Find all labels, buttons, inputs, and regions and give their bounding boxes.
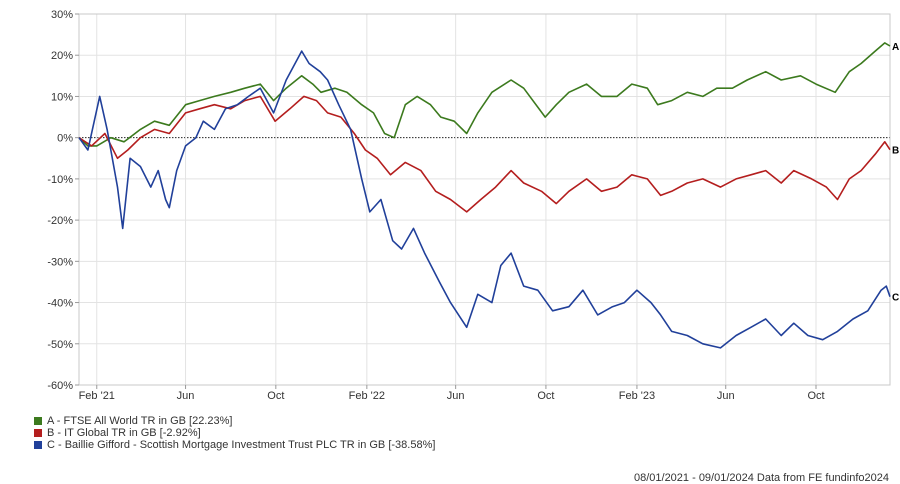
x-tick-label: Jun: [447, 390, 465, 402]
series-lines: A B C: [78, 42, 899, 349]
gridlines: [79, 13, 890, 386]
data-source-footer: 08/01/2021 - 09/01/2024 Data from FE fun…: [633, 472, 889, 484]
legend-swatch-a: [34, 417, 42, 425]
series-line-a: [78, 42, 891, 147]
x-tick-label: Oct: [807, 390, 824, 402]
legend-item-c: C - Baillie Gifford - Scottish Mortgage …: [34, 439, 435, 451]
x-tick-label: Jun: [717, 390, 735, 402]
y-axis: 30% 20% 10% 0% -10% -20% -30% -40% -50% -60%: [47, 9, 79, 392]
series-end-label-a: A: [892, 42, 899, 53]
y-tick-label: -20%: [47, 215, 73, 227]
y-tick-label: -60%: [47, 380, 73, 392]
legend-label-b: B - IT Global TR in GB [-2.92%]: [47, 427, 201, 439]
x-tick-label: Feb '23: [619, 390, 655, 402]
series-line-c: [78, 50, 891, 349]
y-tick-label: -50%: [47, 339, 73, 351]
legend-swatch-b: [34, 429, 42, 437]
x-tick-label: Jun: [177, 390, 195, 402]
x-tick-label: Feb '21: [79, 390, 115, 402]
x-tick-label: Feb '22: [349, 390, 385, 402]
x-tick-label: Oct: [537, 390, 554, 402]
y-tick-label: 30%: [51, 9, 73, 21]
legend-item-a: A - FTSE All World TR in GB [22.23%]: [34, 415, 435, 427]
legend-item-b: B - IT Global TR in GB [-2.92%]: [34, 427, 435, 439]
y-tick-label: 0%: [57, 133, 73, 145]
legend-label-a: A - FTSE All World TR in GB [22.23%]: [47, 415, 233, 427]
performance-chart: 30% 20% 10% 0% -10% -20% -30% -40% -50% -60% Feb …: [47, 9, 899, 402]
legend: A - FTSE All World TR in GB [22.23%] B -…: [34, 415, 435, 451]
y-tick-label: -30%: [47, 256, 73, 268]
y-tick-label: 20%: [51, 50, 73, 62]
series-end-label-b: B: [892, 146, 899, 157]
y-tick-label: -10%: [47, 174, 73, 186]
series-end-label-c: C: [892, 293, 899, 304]
x-tick-label: Oct: [267, 390, 284, 402]
series-line-b: [78, 95, 891, 213]
legend-label-c: C - Baillie Gifford - Scottish Mortgage …: [47, 439, 436, 451]
y-tick-label: 10%: [51, 91, 73, 103]
legend-swatch-c: [34, 441, 42, 449]
y-tick-label: -40%: [47, 298, 73, 310]
plot-frame: [78, 13, 891, 386]
x-axis: Feb '21 Jun Oct Feb '22 Jun Oct Feb '23 Jun Oct: [79, 385, 825, 402]
